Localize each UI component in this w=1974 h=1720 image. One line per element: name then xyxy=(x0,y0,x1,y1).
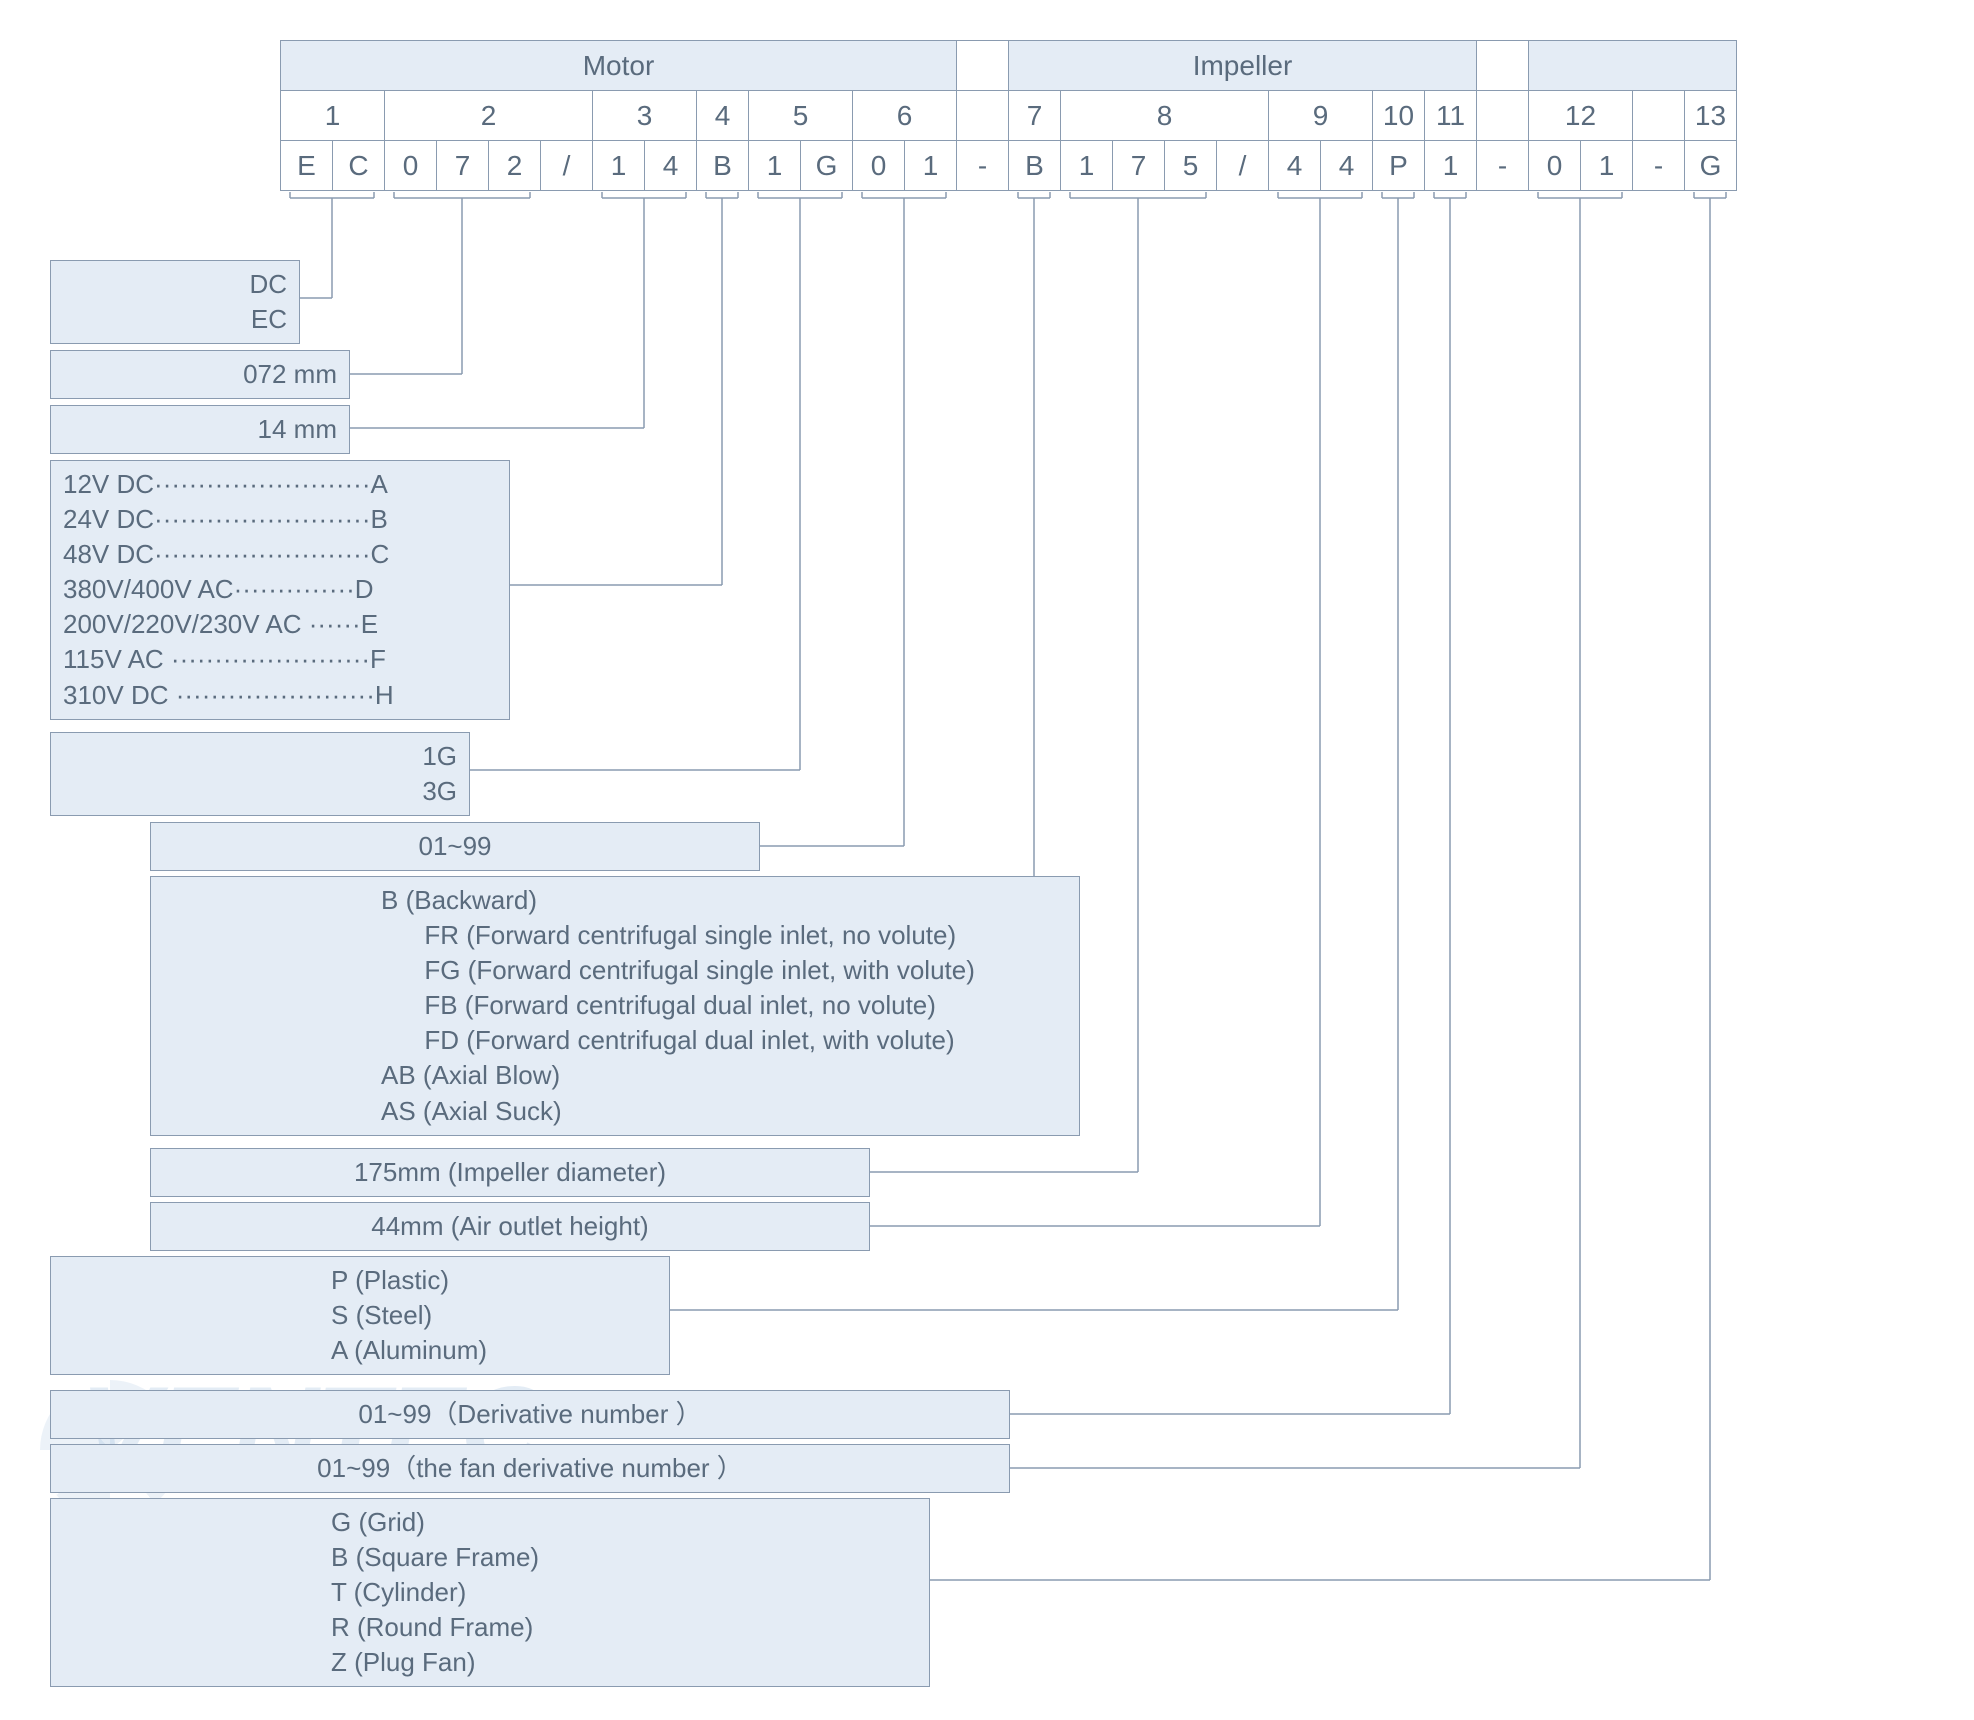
c26: - xyxy=(1633,141,1685,191)
box-13-mount-type: G (Grid) B (Square Frame) T (Cylinder) R… xyxy=(50,1498,930,1687)
c6: 1 xyxy=(593,141,645,191)
group-impeller: Impeller xyxy=(1009,41,1477,91)
c3: 7 xyxy=(437,141,489,191)
box-12-fan-derivative: 01~99（the fan derivative number ） xyxy=(50,1444,1010,1493)
diagram-root: VENTEC Motor Impeller 1 2 3 4 5 6 7 8 9 … xyxy=(20,20,1920,1700)
box-9-air-outlet-height: 44mm (Air outlet height) xyxy=(150,1202,870,1251)
c25: 1 xyxy=(1581,141,1633,191)
c9: 1 xyxy=(749,141,801,191)
box-5-phase: 1G 3G xyxy=(50,732,470,816)
box-6-motor-derivative: 01~99 xyxy=(150,822,760,871)
c27: G xyxy=(1685,141,1737,191)
box-11-derivative: 01~99（Derivative number ） xyxy=(50,1390,1010,1439)
header-group-row: Motor Impeller xyxy=(280,40,1737,91)
c10: G xyxy=(801,141,853,191)
c0: E xyxy=(281,141,333,191)
c12: 1 xyxy=(905,141,957,191)
c4: 2 xyxy=(489,141,541,191)
c14: B xyxy=(1009,141,1061,191)
group-tail xyxy=(1529,41,1737,91)
box-2-motor-diameter: 072 mm xyxy=(50,350,350,399)
box-10-material: P (Plastic) S (Steel) A (Aluminum) xyxy=(50,1256,670,1375)
c13: - xyxy=(957,141,1009,191)
c21: P xyxy=(1373,141,1425,191)
c22: 1 xyxy=(1425,141,1477,191)
box-1-motor-type: DC EC xyxy=(50,260,300,344)
c15: 1 xyxy=(1061,141,1113,191)
c5: / xyxy=(541,141,593,191)
c24: 0 xyxy=(1529,141,1581,191)
c20: 4 xyxy=(1321,141,1373,191)
number-row: 1 2 3 4 5 6 7 8 9 10 11 12 13 xyxy=(280,90,1737,141)
box-7-impeller-type: B (Backward) FR (Forward centrifugal sin… xyxy=(150,876,1080,1136)
box-8-impeller-diameter: 175mm (Impeller diameter) xyxy=(150,1148,870,1197)
c19: 4 xyxy=(1269,141,1321,191)
box-3-shaft: 14 mm xyxy=(50,405,350,454)
c11: 0 xyxy=(853,141,905,191)
c1: C xyxy=(333,141,385,191)
c8: B xyxy=(697,141,749,191)
c7: 4 xyxy=(645,141,697,191)
c18: / xyxy=(1217,141,1269,191)
code-char-row: E C 0 7 2 / 1 4 B 1 G 0 1 - B 1 7 5 / 4 … xyxy=(280,140,1737,191)
c2: 0 xyxy=(385,141,437,191)
c16: 7 xyxy=(1113,141,1165,191)
c17: 5 xyxy=(1165,141,1217,191)
c23: - xyxy=(1477,141,1529,191)
group-motor: Motor xyxy=(281,41,957,91)
box-4-voltage: 12V DC·························A 24V DC·… xyxy=(50,460,510,720)
